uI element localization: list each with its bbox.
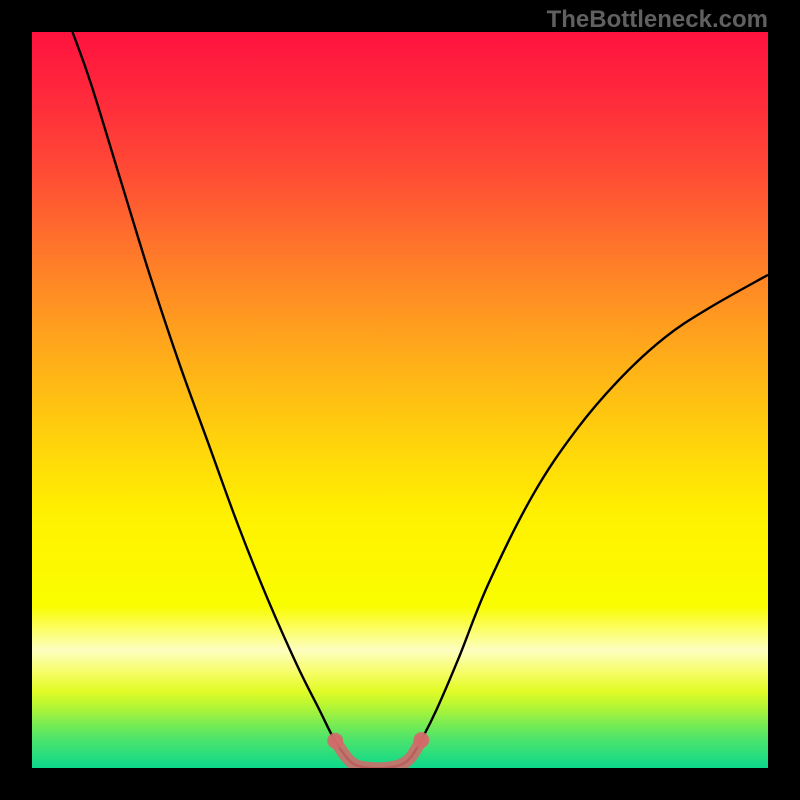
watermark-text: TheBottleneck.com (547, 6, 768, 34)
gradient-background (32, 32, 768, 768)
plot-area (32, 32, 768, 768)
